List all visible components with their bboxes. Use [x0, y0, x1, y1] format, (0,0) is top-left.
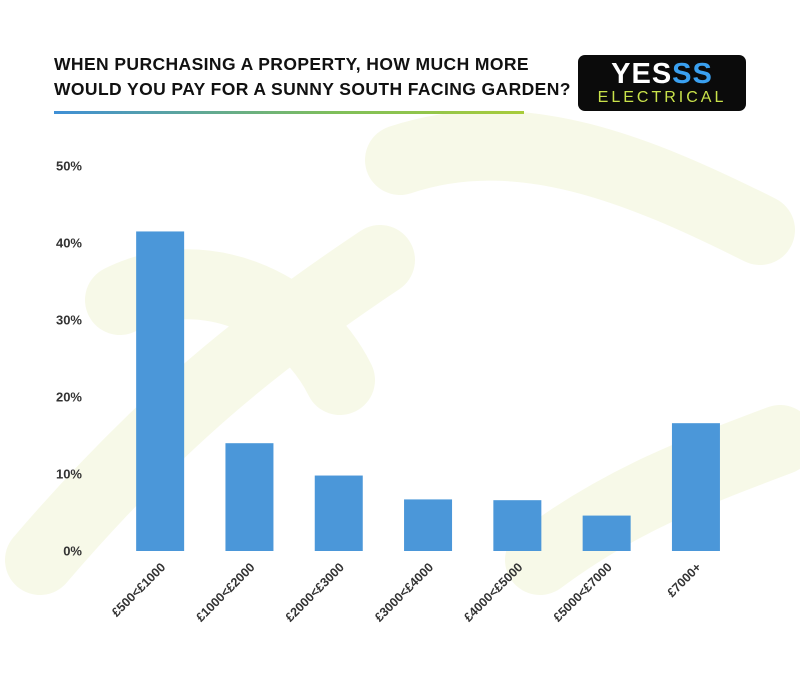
bars: [136, 231, 720, 551]
chart-title: WHEN PURCHASING A PROPERTY, HOW MUCH MOR…: [54, 54, 571, 99]
y-tick-label: 10%: [56, 467, 82, 482]
logo-wordmark: YESSS: [578, 59, 746, 89]
x-tick-label: £3000<£4000: [372, 560, 436, 624]
bar: [582, 515, 631, 551]
x-tick-label: £1000<£2000: [193, 560, 257, 624]
y-tick-label: 40%: [56, 236, 82, 251]
x-tick-label: £2000<£3000: [283, 560, 347, 624]
bar: [493, 500, 542, 551]
y-axis-ticks: 0% 10% 20% 30% 40% 50%: [56, 159, 82, 559]
x-axis-ticks: £500<£1000 £1000<£2000 £2000<£3000 £3000<£4…: [109, 560, 704, 624]
bar: [136, 231, 185, 551]
logo-yes: YES: [611, 58, 673, 90]
x-tick-label: £7000+: [664, 560, 704, 600]
bar: [671, 423, 720, 551]
bar: [225, 443, 274, 551]
title-underline: [54, 111, 524, 114]
bar: [314, 475, 363, 551]
y-tick-label: 0%: [63, 544, 82, 559]
x-tick-label: £500<£1000: [109, 560, 168, 619]
logo-ss: SS: [672, 58, 713, 90]
y-tick-label: 50%: [56, 159, 82, 174]
x-tick-label: £4000<£5000: [461, 560, 525, 624]
yesss-electrical-logo: YESSS ELECTRICAL: [578, 55, 746, 111]
y-tick-label: 30%: [56, 313, 82, 328]
y-tick-label: 20%: [56, 390, 82, 405]
gridlines: [98, 165, 745, 475]
bar: [404, 499, 453, 551]
x-tick-label: £5000<£7000: [551, 560, 615, 624]
logo-subtitle: ELECTRICAL: [597, 89, 727, 106]
